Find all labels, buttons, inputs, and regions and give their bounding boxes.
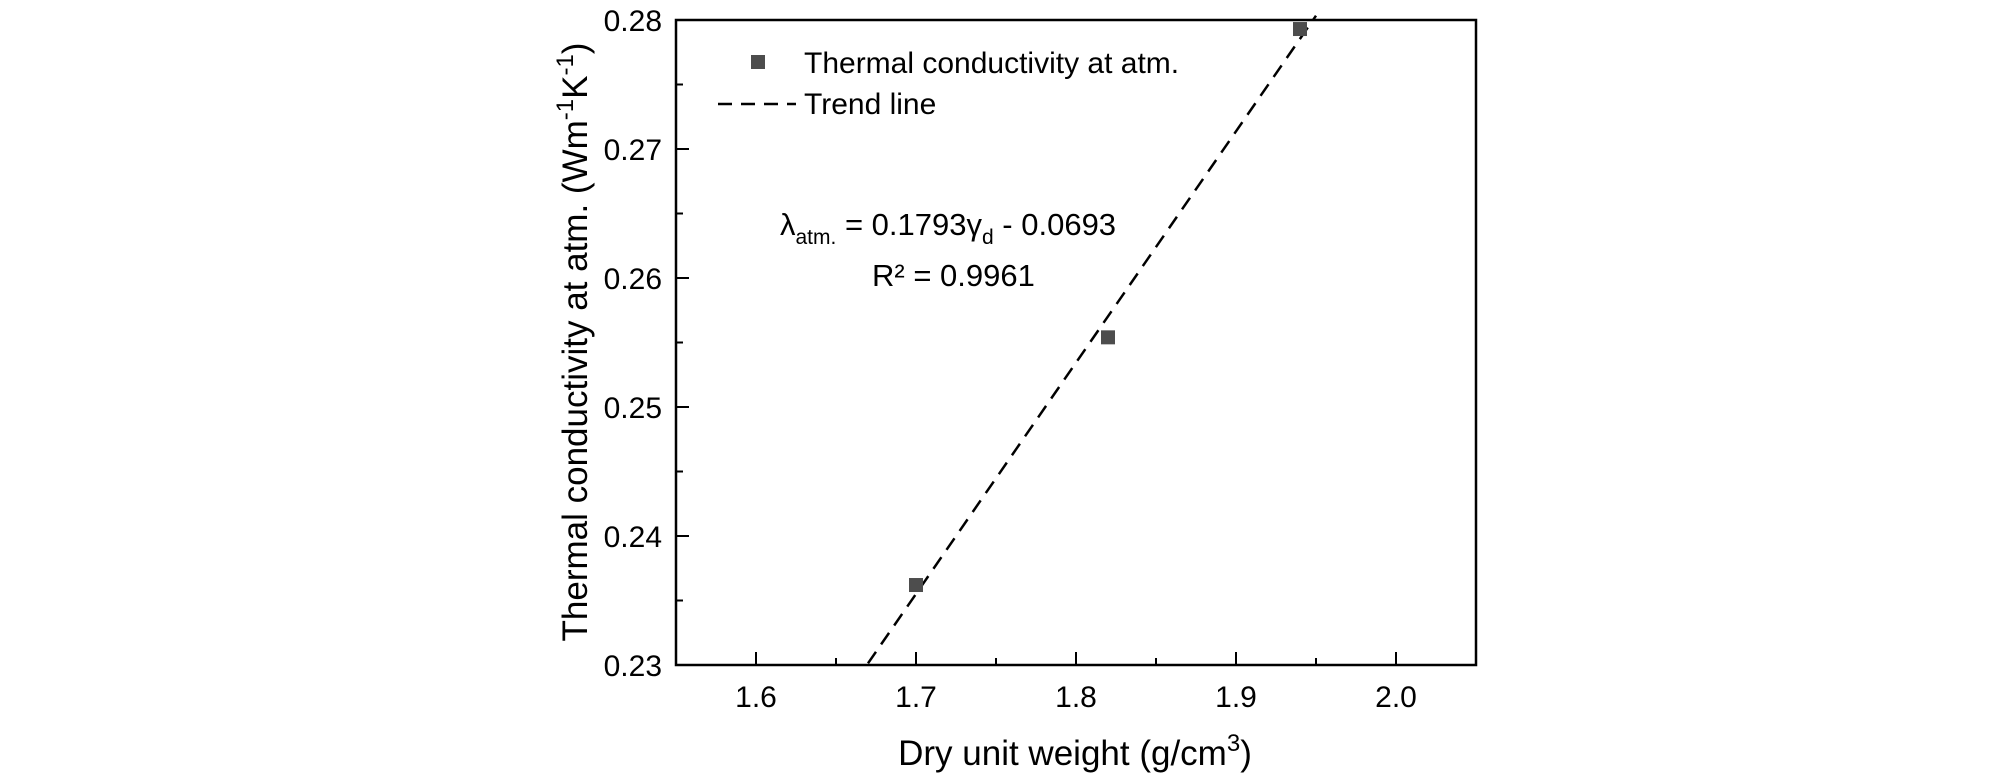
x-axis-title-superscript: 3 (1227, 730, 1240, 757)
y-axis-title-end: ) (556, 43, 595, 55)
legend-label-trend: Trend line (804, 88, 936, 121)
equation-lambda: λ (780, 207, 796, 242)
y-tick-label: 0.23 (604, 650, 662, 683)
equation-annotation: λatm. = 0.1793γd - 0.0693 (780, 207, 1116, 249)
legend-label-series: Thermal conductivity at atm. (804, 47, 1179, 80)
x-axis-title: Dry unit weight (g/cm3) (898, 730, 1252, 773)
x-tick-label: 1.9 (1215, 681, 1257, 714)
plot-area-frame (674, 18, 1478, 667)
equation-middle: = 0.1793γ (836, 207, 982, 242)
x-tick-label: 1.7 (895, 681, 937, 714)
x-tick-label: 1.8 (1055, 681, 1097, 714)
y-tick-label: 0.26 (604, 263, 662, 296)
y-tick-label: 0.25 (604, 392, 662, 425)
y-axis-title-main: Thermal conductivity at atm. (Wm (556, 120, 595, 641)
y-tick-label: 0.24 (604, 521, 662, 554)
x-axis-title-end: ) (1240, 734, 1252, 773)
x-axis-ticks: 1.6 1.7 1.8 1.9 2.0 (675, 652, 1477, 714)
y-tick-label: 0.28 (604, 5, 662, 38)
legend-marker-square (751, 55, 765, 69)
y-tick-label: 0.27 (604, 134, 662, 167)
data-point (1293, 22, 1307, 37)
equation-end: - 0.0693 (994, 207, 1116, 242)
y-axis-ticks: 0.23 0.24 0.25 0.26 0.27 0.28 (604, 5, 689, 683)
data-points (909, 22, 1307, 593)
y-axis-title-superscript-2: -1 (552, 54, 579, 75)
data-point (1101, 330, 1115, 345)
x-tick-label: 2.0 (1375, 681, 1417, 714)
y-axis-title-mid: K (556, 76, 595, 99)
y-axis-title-superscript-1: -1 (552, 99, 579, 120)
y-axis-title: Thermal conductivity at atm. (Wm-1K-1) (552, 43, 595, 642)
equation-subscript-atm: atm. (796, 226, 837, 249)
x-axis-title-main: Dry unit weight (g/cm (898, 734, 1227, 773)
x-tick-label: 1.6 (735, 681, 777, 714)
trend-line (866, 14, 1318, 665)
legend: Thermal conductivity at atm. Trend line (718, 47, 1179, 121)
equation-subscript-d: d (982, 226, 994, 249)
r-squared-annotation: R² = 0.9961 (872, 258, 1035, 293)
data-point (909, 578, 923, 593)
